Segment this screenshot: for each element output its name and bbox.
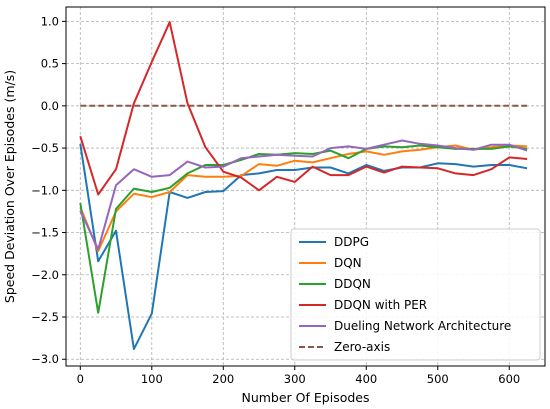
legend-label: DDQN with PER <box>334 298 427 312</box>
legend-label: DQN <box>334 256 362 270</box>
y-tick-label: 0.0 <box>41 99 59 113</box>
legend-box <box>290 228 541 361</box>
legend-label: DDPG <box>334 235 369 249</box>
legend-label: Dueling Network Architecture <box>334 319 511 333</box>
legend: DDPG DQN DDQN DDQN with PER Dueling Network … <box>290 228 541 361</box>
y-tick-label: −2.5 <box>31 310 59 324</box>
series-line-1 <box>79 144 528 253</box>
x-tick-label: 300 <box>284 372 306 386</box>
x-tick-label: 400 <box>355 372 377 386</box>
x-tick-label: 500 <box>427 372 449 386</box>
series-line-4 <box>79 139 528 251</box>
y-axis-label: Speed Deviation Over Episodes (m/s) <box>2 70 17 303</box>
x-tick-label: 0 <box>77 372 84 386</box>
series-line-3 <box>79 21 528 196</box>
series-line-0 <box>79 143 528 351</box>
legend-label: Zero-axis <box>334 340 390 354</box>
series-layer <box>79 21 528 351</box>
y-tick-label: −1.5 <box>31 226 59 240</box>
x-axis-label: Number Of Episodes <box>241 390 369 405</box>
x-tick-label: 600 <box>498 372 520 386</box>
y-tick-label: −1.0 <box>31 183 59 197</box>
y-tick-label: −0.5 <box>31 141 59 155</box>
y-tick-label: 1.0 <box>41 14 59 28</box>
x-tick-label: 200 <box>212 372 234 386</box>
plot-frame <box>65 6 546 367</box>
x-tick-label: 100 <box>141 372 163 386</box>
y-tick-label: 0.5 <box>41 57 59 71</box>
x-axis-ticks: 0 100 200 300 400 500 600 <box>77 366 520 386</box>
y-axis-ticks: 1.0 0.5 0.0 −0.5 −1.0 −1.5 −2.0 −2.5 −3.0 <box>31 14 66 366</box>
y-tick-label: −2.0 <box>31 268 59 282</box>
legend-label: DDQN <box>334 277 371 291</box>
y-tick-label: −3.0 <box>31 352 59 366</box>
